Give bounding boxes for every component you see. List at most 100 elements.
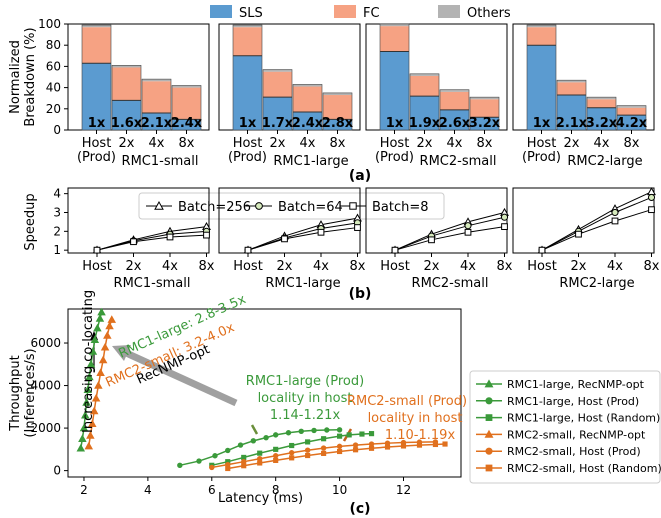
annotation-rmc2-prod-line1: RMC2-small (Prod)	[347, 394, 467, 409]
annotation-rmc2-prod-line3: 1.10-1.19x	[385, 428, 456, 443]
data-point	[304, 447, 311, 453]
legend-label-fc: FC	[363, 6, 380, 21]
data-point	[337, 448, 343, 455]
legend-marker-square	[349, 202, 357, 210]
y-tick-label: 4	[53, 187, 61, 201]
panel-b-caption: (b)	[349, 286, 372, 302]
bar-fc	[323, 95, 352, 120]
legend-label: RMC1-large, Host (Prod)	[507, 395, 639, 408]
bar-speedup-label: 1.9x	[409, 116, 441, 131]
series-line-batch-256	[541, 191, 652, 251]
x-tick-label: 8x	[497, 259, 513, 274]
data-point	[177, 462, 183, 469]
bar-speedup-label: 3.2x	[469, 116, 501, 131]
bar-sls	[380, 51, 409, 131]
x-tick-label: Host	[82, 259, 112, 274]
legend-label-sls: SLS	[239, 6, 263, 21]
data-point	[352, 447, 359, 453]
bar-sls	[293, 111, 322, 130]
legend-label: RMC2-small, RecNMP-opt	[507, 428, 646, 441]
x-tick-label: Host	[233, 136, 263, 151]
data-point	[76, 443, 86, 452]
legend-frame	[469, 370, 661, 484]
bar-speedup-label: 1x	[239, 116, 257, 131]
x-tick-label: Host	[527, 136, 557, 151]
bar-sls	[617, 115, 646, 130]
data-point	[83, 385, 93, 394]
panel-b-speedup-chart: Speedup Batch=256 Batch=64 Batch=8 1 2 3 4 Host 2…	[23, 187, 660, 291]
y-tick-label: 0	[53, 123, 61, 137]
bar-others	[233, 25, 262, 28]
x-tick-label: Host	[82, 136, 112, 151]
bar-sls	[172, 119, 201, 130]
subplot-title: RMC2-large	[559, 276, 634, 291]
legend-label: RMC2-small, Host (Prod)	[507, 445, 641, 458]
y-axis-label-line1: Throughput	[8, 355, 23, 432]
data-point	[273, 457, 279, 463]
subplot-title: RMC2-small	[412, 276, 489, 291]
bar-sls	[587, 107, 616, 130]
bar-sls	[142, 113, 171, 130]
y-axis-label-line2: Breakdown (%)	[23, 27, 38, 126]
x-tick-label: 4x	[162, 259, 178, 274]
data-point	[88, 419, 97, 428]
x-tick-label: 2x	[564, 136, 580, 151]
data-point	[368, 445, 375, 451]
speedup-subplot-rmc2-large: Host 2x 4x 8x RMC2-large	[512, 187, 660, 291]
data-point	[354, 224, 361, 231]
series-rmc2-small-recnmp-opt	[84, 315, 117, 450]
bar-sls	[527, 45, 556, 131]
x-tick-label: 4x	[447, 136, 463, 151]
bar-fc	[440, 91, 469, 110]
legend-frame	[138, 192, 445, 220]
y-tick-label: 2	[53, 224, 61, 238]
data-point	[320, 445, 327, 451]
data-point	[85, 372, 94, 381]
data-point	[442, 441, 448, 447]
bar-others	[410, 73, 439, 76]
data-point	[212, 453, 218, 459]
data-point	[368, 441, 375, 447]
x-tick-label: 8x	[644, 259, 660, 274]
data-point	[241, 454, 247, 461]
legend-marker	[484, 379, 494, 388]
data-point	[384, 444, 391, 450]
data-point	[416, 442, 423, 448]
throughput-legend: RMC1-large, RecNMP-opt RMC1-large, Host (…	[469, 370, 661, 484]
arrow-rmc1-prod	[250, 424, 259, 435]
bar-sls	[323, 119, 352, 130]
x-tick-label: 10	[332, 483, 347, 497]
bar-fc	[112, 67, 141, 101]
data-point	[428, 236, 435, 244]
series-line	[211, 432, 372, 467]
data-point	[272, 432, 279, 438]
bar-speedup-label: 4.2x	[616, 116, 648, 131]
x-tick-label: Host	[233, 259, 263, 274]
y-tick-label: 1	[53, 243, 61, 257]
data-point	[97, 307, 106, 316]
data-point	[225, 447, 231, 454]
bar-sls	[263, 97, 292, 130]
data-point	[464, 228, 472, 236]
x-axis-label: Latency (ms)	[218, 491, 303, 506]
legend-marker-triangle	[154, 200, 164, 210]
x-tick-label: 2	[80, 483, 88, 497]
data-point	[368, 431, 375, 437]
subplot-title: RMC2-large	[567, 154, 642, 169]
data-point	[86, 359, 96, 368]
panel-c-annotations: Increasing co-locating RecNMP-opt RMC1-l…	[81, 290, 467, 443]
data-point	[89, 406, 99, 415]
x-tick-label: 8x	[199, 259, 215, 274]
panel-c-throughput-chart: 0 2000 4000 6000 2 4 6 8 10 12 Latency (ms) Through…	[8, 307, 661, 506]
legend-swatch-sls	[210, 5, 232, 18]
x-tick-label: 8x	[350, 259, 366, 274]
bar-speedup-label: 2.8x	[322, 116, 354, 131]
bar-sls	[82, 63, 111, 130]
y-axis-label: Speedup	[23, 193, 38, 250]
bar-speedup-label: 2.1x	[141, 116, 173, 131]
annotation-rmc1-prod-line3: 1.14-1.21x	[270, 408, 341, 423]
x-tick-label: 2x	[277, 259, 293, 274]
data-point	[90, 335, 100, 344]
subplot-title: RMC1-large	[265, 276, 340, 291]
x-tick-label: 4x	[594, 136, 610, 151]
